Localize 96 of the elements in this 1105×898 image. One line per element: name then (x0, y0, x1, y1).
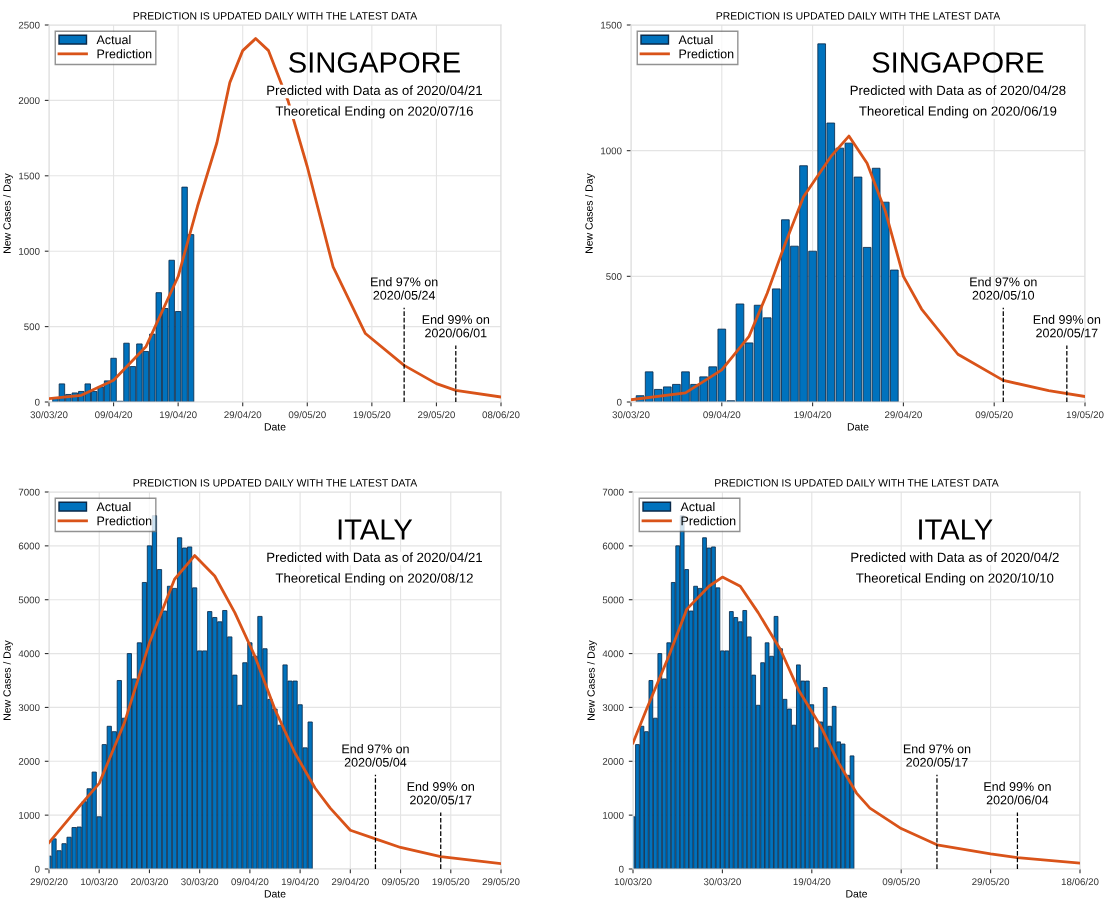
x-axis-title: Date (264, 890, 286, 898)
x-tick-label: 30/03/20 (703, 878, 741, 886)
x-tick-label: 09/05/20 (288, 411, 326, 419)
x-axis-title: Date (847, 423, 869, 431)
ref-line-label: End 99% on 2020/05/17 (1033, 314, 1101, 338)
x-tick-label: 09/05/20 (975, 411, 1013, 419)
legend-label: Prediction (681, 516, 736, 526)
y-tick-label: 500 (24, 323, 40, 331)
x-tick-label: 08/06/20 (482, 411, 520, 419)
x-tick-label: 09/04/20 (95, 411, 133, 419)
ref-line-label: End 99% on 2020/06/01 (422, 314, 490, 338)
y-tick-label: 6000 (602, 542, 624, 550)
x-tick-label: 19/05/20 (1066, 411, 1104, 419)
y-tick-label: 0 (616, 398, 622, 406)
annotation: SINGAPORE (872, 52, 1044, 73)
y-tick-label: 1000 (603, 811, 624, 819)
legend-label: Prediction (679, 49, 734, 59)
x-tick-label: 10/03/20 (81, 878, 118, 886)
annotation: Theoretical Ending on 2020/08/12 (275, 573, 473, 586)
chart-title: PREDICTION IS UPDATED DAILY WITH THE LATEST DATA (133, 12, 418, 20)
ref-line-label: End 97% on 2020/05/24 (371, 277, 438, 300)
annotation: Predicted with Data as of 2020/04/21 (267, 85, 482, 96)
x-tick-label: 19/05/20 (432, 878, 470, 886)
y-tick-label: 3000 (18, 704, 40, 712)
y-axis-title: New Cases / Day (585, 173, 595, 253)
legend-label: Prediction (97, 516, 152, 526)
y-tick-label: 6000 (18, 542, 40, 550)
x-axis-title: Date (846, 890, 868, 898)
y-tick-label: 4000 (18, 650, 40, 658)
ref-line-label: End 97% on 2020/05/10 (970, 277, 1037, 300)
legend-label: Actual (678, 35, 713, 45)
y-axis-title: New Cases / Day (3, 173, 13, 253)
ref-line-label: End 99% on 2020/06/04 (984, 781, 1051, 805)
x-tick-label: 30/03/20 (612, 411, 650, 419)
x-tick-label: 19/04/20 (159, 411, 197, 419)
y-tick-label: 2000 (602, 758, 624, 765)
y-tick-label: 0 (34, 865, 40, 873)
x-tick-label: 29/04/20 (331, 878, 369, 886)
x-tick-label: 19/05/20 (353, 411, 391, 419)
x-tick-label: 29/02/20 (30, 878, 68, 886)
legend-label: Prediction (97, 49, 152, 59)
legend-label: Actual (96, 502, 131, 512)
x-axis-title: Date (264, 423, 286, 431)
y-tick-label: 7000 (602, 488, 624, 496)
x-tick-label: 29/05/20 (482, 878, 520, 886)
x-tick-label: 29/05/20 (418, 411, 455, 419)
x-tick-label: 09/04/20 (231, 878, 269, 886)
x-tick-label: 19/04/20 (794, 411, 832, 419)
x-tick-label: 30/03/20 (30, 411, 68, 419)
y-tick-label: 5000 (18, 596, 40, 604)
annotation: Predicted with Data as of 2020/04/2 (851, 552, 1059, 563)
x-tick-label: 30/03/20 (181, 878, 219, 886)
annotation: Theoretical Ending on 2020/06/19 (859, 106, 1057, 119)
annotation: Predicted with Data as of 2020/04/21 (267, 552, 482, 563)
x-tick-label: 09/05/20 (882, 878, 920, 886)
y-tick-label: 7000 (18, 488, 40, 496)
x-tick-label: 09/04/20 (703, 411, 741, 419)
y-tick-label: 500 (606, 273, 622, 280)
legend-label: Actual (680, 502, 715, 512)
chart-title: PREDICTION IS UPDATED DAILY WITH THE LATEST DATA (133, 479, 418, 487)
annotation: ITALY (919, 519, 993, 540)
x-tick-label: 29/05/20 (972, 878, 1010, 886)
x-tick-label: 10/03/20 (614, 878, 652, 886)
x-tick-label: 19/04/20 (281, 878, 319, 886)
y-axis-title: New Cases / Day (587, 640, 597, 720)
annotation: SINGAPORE (289, 52, 460, 73)
legend-label: Actual (96, 35, 131, 45)
annotation: Predicted with Data as of 2020/04/28 (850, 85, 1066, 96)
y-tick-label: 0 (618, 865, 624, 873)
annotation: Theoretical Ending on 2020/10/10 (856, 573, 1054, 586)
y-tick-label: 0 (34, 398, 40, 406)
y-tick-label: 2000 (18, 758, 40, 765)
annotation: ITALY (338, 519, 413, 540)
x-tick-label: 20/03/20 (131, 878, 168, 886)
ref-line-label: End 97% on 2020/05/04 (342, 744, 409, 767)
x-tick-label: 29/04/20 (224, 411, 262, 419)
x-tick-label: 18/06/20 (1061, 878, 1099, 886)
y-tick-label: 2500 (18, 21, 40, 29)
ref-line-label: End 99% on 2020/05/17 (407, 781, 474, 805)
chart-title: PREDICTION IS UPDATED DAILY WITH THE LATEST DATA (716, 12, 1001, 20)
annotation: Theoretical Ending on 2020/07/16 (275, 106, 473, 119)
y-tick-label: 5000 (602, 596, 624, 604)
x-tick-label: 09/05/20 (382, 878, 420, 886)
chart-title: PREDICTION IS UPDATED DAILY WITH THE LATEST DATA (715, 479, 999, 487)
y-tick-label: 2000 (18, 97, 40, 105)
y-tick-label: 3000 (602, 704, 624, 712)
y-tick-label: 4000 (602, 650, 624, 658)
y-axis-title: New Cases / Day (3, 640, 13, 720)
y-tick-label: 1500 (601, 21, 622, 29)
ref-line-label: End 97% on 2020/05/17 (903, 744, 971, 767)
y-tick-label: 1000 (19, 811, 40, 819)
y-tick-label: 1000 (19, 247, 40, 255)
y-tick-label: 1000 (601, 147, 622, 155)
y-tick-label: 1500 (19, 172, 40, 180)
x-tick-label: 19/04/20 (793, 878, 831, 886)
x-tick-label: 29/04/20 (884, 411, 922, 419)
